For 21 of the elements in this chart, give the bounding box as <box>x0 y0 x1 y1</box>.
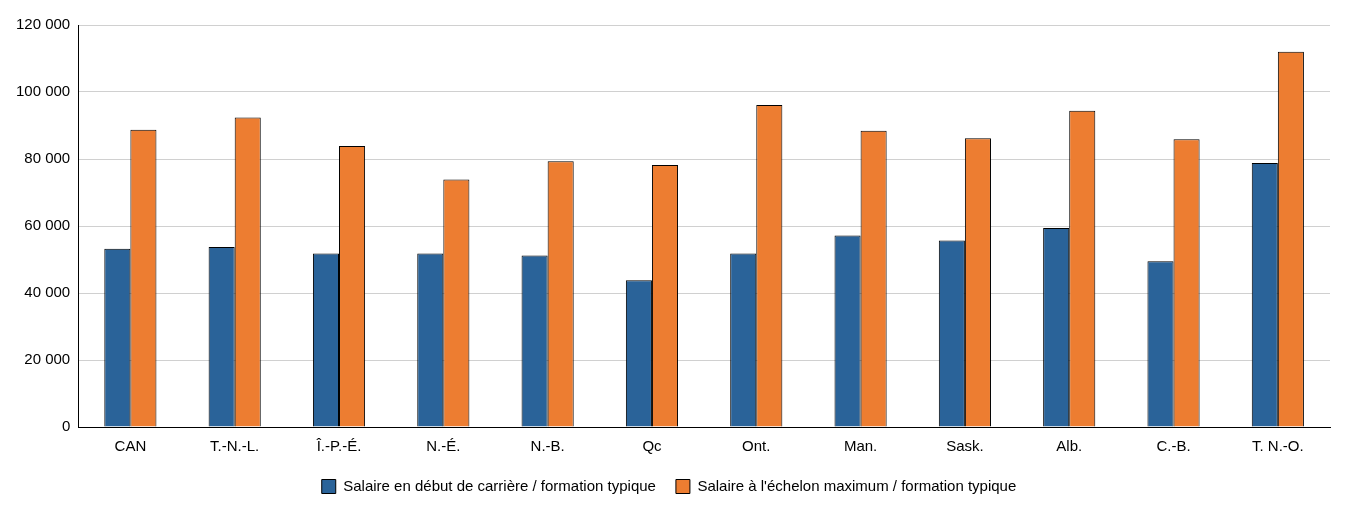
y-tick-label: 20 000 <box>24 350 71 368</box>
y-tick-label: 80 000 <box>24 149 71 167</box>
y-tick-label: 100 000 <box>15 82 71 100</box>
y-tick-label: 120 000 <box>15 15 71 33</box>
x-tick-label: Sask. <box>946 437 984 455</box>
x-tick-label: N.-É. <box>426 437 461 455</box>
x-tick-label: Qc <box>642 437 663 455</box>
x-tick-label: Alb. <box>1056 437 1083 455</box>
x-tick-label: CAN <box>114 437 147 455</box>
x-tick-label: C.-B. <box>1156 437 1191 455</box>
x-tick-label: Î.-P.-É. <box>315 437 362 455</box>
y-tick-label: 60 000 <box>24 216 71 234</box>
x-tick-label: N.-B. <box>530 437 565 455</box>
y-tick-label: 40 000 <box>24 283 71 301</box>
y-tick-label: 0 <box>61 417 71 435</box>
x-tick-label: T.-N.-L. <box>210 437 260 455</box>
legend-label: Salaire à l'échelon maximum / formation typique <box>697 476 1017 494</box>
legend-label: Salaire en début de carrière / formation typique <box>343 476 656 494</box>
x-tick-label: Ont. <box>742 437 771 455</box>
x-tick-label: T. N.-O. <box>1252 437 1304 455</box>
x-tick-label: Man. <box>843 437 878 455</box>
